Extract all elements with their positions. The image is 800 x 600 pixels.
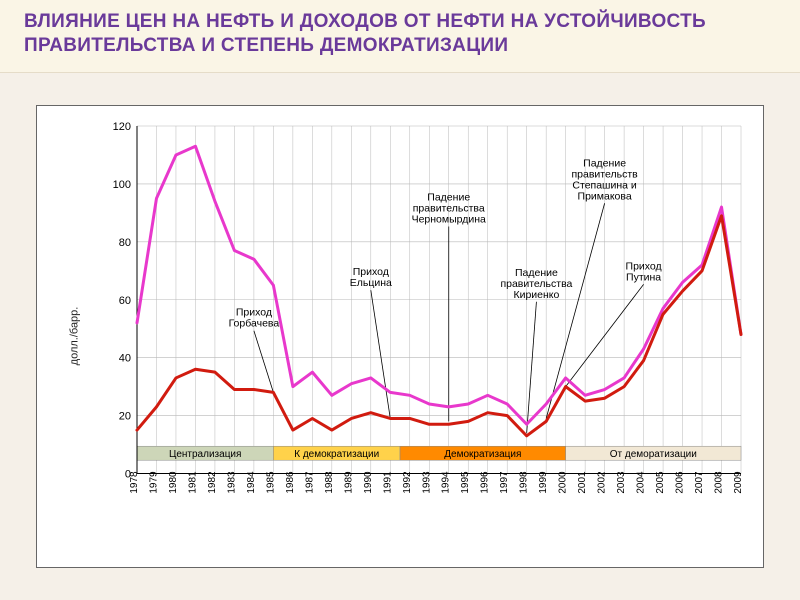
x-tick-label: 1993 [421, 470, 432, 493]
y-tick-label: 80 [119, 236, 131, 248]
annotation-label: Примакова [578, 190, 632, 202]
svg-text:Централизация: Централизация [169, 449, 241, 460]
x-tick-label: 1991 [382, 470, 393, 493]
x-tick-label: 2005 [655, 470, 666, 493]
x-tick-label: 1989 [343, 470, 354, 493]
y-tick-label: 40 [119, 352, 131, 364]
y-tick-label: 20 [119, 410, 131, 422]
x-tick-label: 2004 [636, 470, 647, 493]
x-tick-label: 2009 [733, 470, 744, 493]
y-tick-label: 100 [113, 178, 131, 190]
x-tick-label: 1988 [324, 470, 335, 493]
x-tick-label: 2002 [597, 470, 608, 493]
annotation-label: Горбачева [229, 317, 280, 329]
period-segment: Демократизация [400, 446, 566, 460]
x-tick-label: 1986 [285, 470, 296, 493]
title-band: ВЛИЯНИЕ ЦЕН НА НЕФТЬ И ДОХОДОВ ОТ НЕФТИ … [0, 0, 800, 73]
annotation-label: Кириенко [513, 288, 559, 300]
x-tick-label: 1994 [441, 470, 452, 493]
x-tick-label: 1998 [519, 470, 530, 493]
period-segment: К демократизации [273, 446, 400, 460]
x-tick-label: 1981 [187, 470, 198, 493]
page-title: ВЛИЯНИЕ ЦЕН НА НЕФТЬ И ДОХОДОВ ОТ НЕФТИ … [24, 10, 776, 58]
y-tick-label: 120 [113, 121, 131, 133]
x-tick-label: 1999 [538, 470, 549, 493]
x-tick-label: 1996 [480, 470, 491, 493]
annotation-label: Путина [626, 271, 661, 283]
period-segment: От деморатизации [566, 446, 741, 460]
x-tick-label: 2007 [694, 470, 705, 493]
x-tick-label: 1984 [246, 470, 257, 493]
annotation-label: Черномырдина [412, 213, 486, 225]
chart-box: долл./барр. 0204060801001201978197919801… [36, 105, 764, 569]
x-tick-label: 1990 [363, 470, 374, 493]
y-axis-label: долл./барр. [68, 307, 80, 366]
x-tick-label: 2001 [577, 470, 588, 493]
x-tick-label: 1995 [460, 470, 471, 493]
x-tick-label: 2008 [714, 470, 725, 493]
period-segment: Централизация [137, 446, 273, 460]
svg-text:Демократизация: Демократизация [444, 449, 521, 460]
x-tick-label: 1992 [402, 470, 413, 493]
plot-area: 0204060801001201978197919801981198219831… [101, 120, 749, 510]
x-tick-label: 1985 [265, 470, 276, 493]
chart-container: долл./барр. 0204060801001201978197919801… [0, 73, 800, 600]
x-tick-label: 1982 [207, 470, 218, 493]
svg-text:От деморатизации: От деморатизации [610, 449, 697, 460]
svg-text:К демократизации: К демократизации [294, 449, 379, 460]
x-tick-label: 1979 [148, 470, 159, 493]
x-tick-label: 2006 [675, 470, 686, 493]
x-tick-label: 1997 [499, 470, 510, 493]
x-tick-label: 2000 [558, 470, 569, 493]
x-tick-label: 1978 [129, 470, 140, 493]
x-tick-label: 2003 [616, 470, 627, 493]
x-tick-label: 1983 [226, 470, 237, 493]
x-tick-label: 1987 [304, 470, 315, 493]
x-tick-label: 1980 [168, 470, 179, 493]
annotation-label: Ельцина [350, 277, 392, 289]
y-tick-label: 60 [119, 294, 131, 306]
